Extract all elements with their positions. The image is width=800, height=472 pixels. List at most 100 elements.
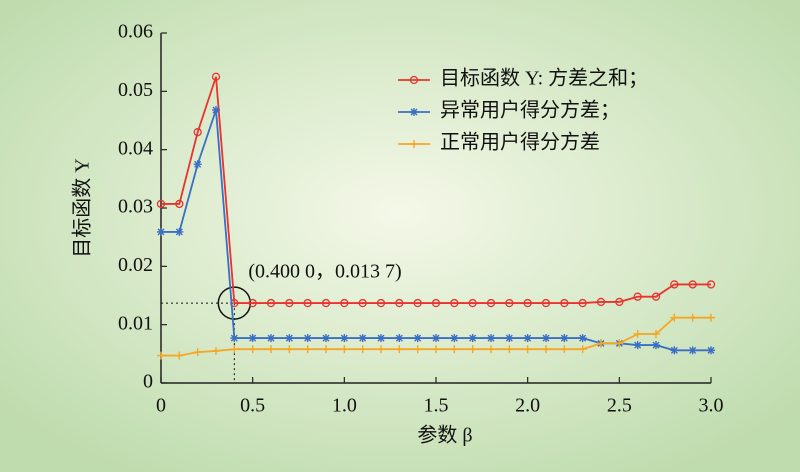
marker-stroke — [212, 106, 220, 114]
marker — [395, 298, 404, 308]
marker — [523, 334, 532, 343]
marker-stroke — [194, 160, 202, 168]
marker-stroke — [395, 334, 403, 342]
marker — [487, 345, 495, 354]
marker — [410, 108, 418, 116]
marker — [560, 298, 569, 308]
marker — [487, 334, 495, 343]
marker — [395, 345, 404, 354]
marker — [321, 298, 331, 308]
marker — [376, 298, 386, 308]
x-axis-label: 参数 β — [417, 424, 472, 447]
x-tick-label: 1.5 — [424, 395, 449, 417]
marker — [266, 298, 276, 308]
x-tick-label: 1.0 — [332, 395, 357, 417]
marker — [542, 345, 550, 354]
marker — [157, 351, 165, 360]
marker — [413, 345, 422, 354]
marker — [450, 298, 459, 308]
marker-stroke — [707, 346, 715, 354]
marker — [230, 334, 239, 343]
marker — [541, 298, 551, 308]
marker — [303, 298, 312, 308]
marker — [670, 346, 679, 355]
x-tick-label: 3.0 — [699, 395, 724, 417]
marker — [615, 297, 624, 307]
marker — [505, 345, 514, 354]
marker-stroke — [689, 346, 697, 354]
marker — [652, 341, 660, 350]
x-tick-label: 0 — [156, 395, 166, 417]
x-tick-label: 0.5 — [240, 395, 265, 417]
x-tick-label: 2.0 — [515, 395, 540, 417]
marker — [560, 334, 569, 343]
marker-stroke — [377, 334, 385, 342]
marker — [212, 346, 220, 355]
marker — [267, 345, 275, 354]
marker — [578, 345, 587, 354]
marker-stroke — [285, 334, 293, 342]
marker — [578, 298, 587, 308]
marker-stroke — [267, 334, 275, 342]
marker — [468, 345, 477, 354]
marker — [211, 72, 221, 81]
y-tick-label: 0.03 — [118, 196, 153, 218]
marker — [523, 298, 532, 308]
marker — [633, 330, 642, 338]
marker-stroke — [579, 334, 587, 342]
y-tick-label: 0.05 — [118, 79, 153, 101]
marker — [523, 345, 532, 354]
marker — [432, 345, 440, 354]
marker — [193, 348, 202, 357]
marker — [285, 345, 294, 354]
marker — [230, 345, 239, 354]
marker — [468, 334, 477, 343]
marker — [248, 298, 257, 308]
marker-stroke — [175, 228, 183, 236]
marker — [651, 292, 661, 301]
marker — [578, 334, 587, 343]
marker — [303, 345, 312, 354]
marker-stroke — [249, 334, 257, 342]
marker — [175, 199, 184, 209]
marker — [596, 297, 606, 307]
marker-stroke — [410, 108, 418, 116]
marker — [505, 334, 514, 343]
marker — [450, 334, 459, 343]
series-line — [161, 76, 711, 304]
marker — [340, 334, 349, 343]
marker — [410, 140, 418, 148]
marker-stroke — [450, 334, 458, 342]
marker — [597, 339, 605, 348]
y-tick-label: 0.04 — [118, 137, 153, 159]
marker — [432, 334, 440, 343]
marker-stroke — [487, 334, 495, 342]
legend-label: 目标函数 Y: 方差之和； — [440, 67, 648, 90]
marker — [358, 298, 367, 308]
marker — [688, 346, 697, 355]
marker — [468, 298, 477, 308]
marker — [193, 160, 202, 169]
marker — [175, 351, 184, 360]
marker — [652, 330, 660, 338]
marker — [688, 313, 697, 322]
marker-stroke — [340, 334, 348, 342]
marker — [340, 345, 349, 354]
marker-stroke — [322, 334, 330, 342]
marker — [706, 280, 716, 289]
marker — [409, 75, 419, 85]
marker-stroke — [634, 341, 642, 349]
marker-stroke — [505, 334, 513, 342]
marker — [212, 106, 220, 114]
marker — [633, 292, 642, 301]
marker — [431, 298, 441, 308]
marker — [322, 334, 330, 343]
marker — [248, 334, 257, 343]
marker — [670, 280, 679, 289]
marker — [505, 298, 514, 308]
marker — [542, 334, 550, 343]
marker-stroke — [304, 334, 312, 342]
